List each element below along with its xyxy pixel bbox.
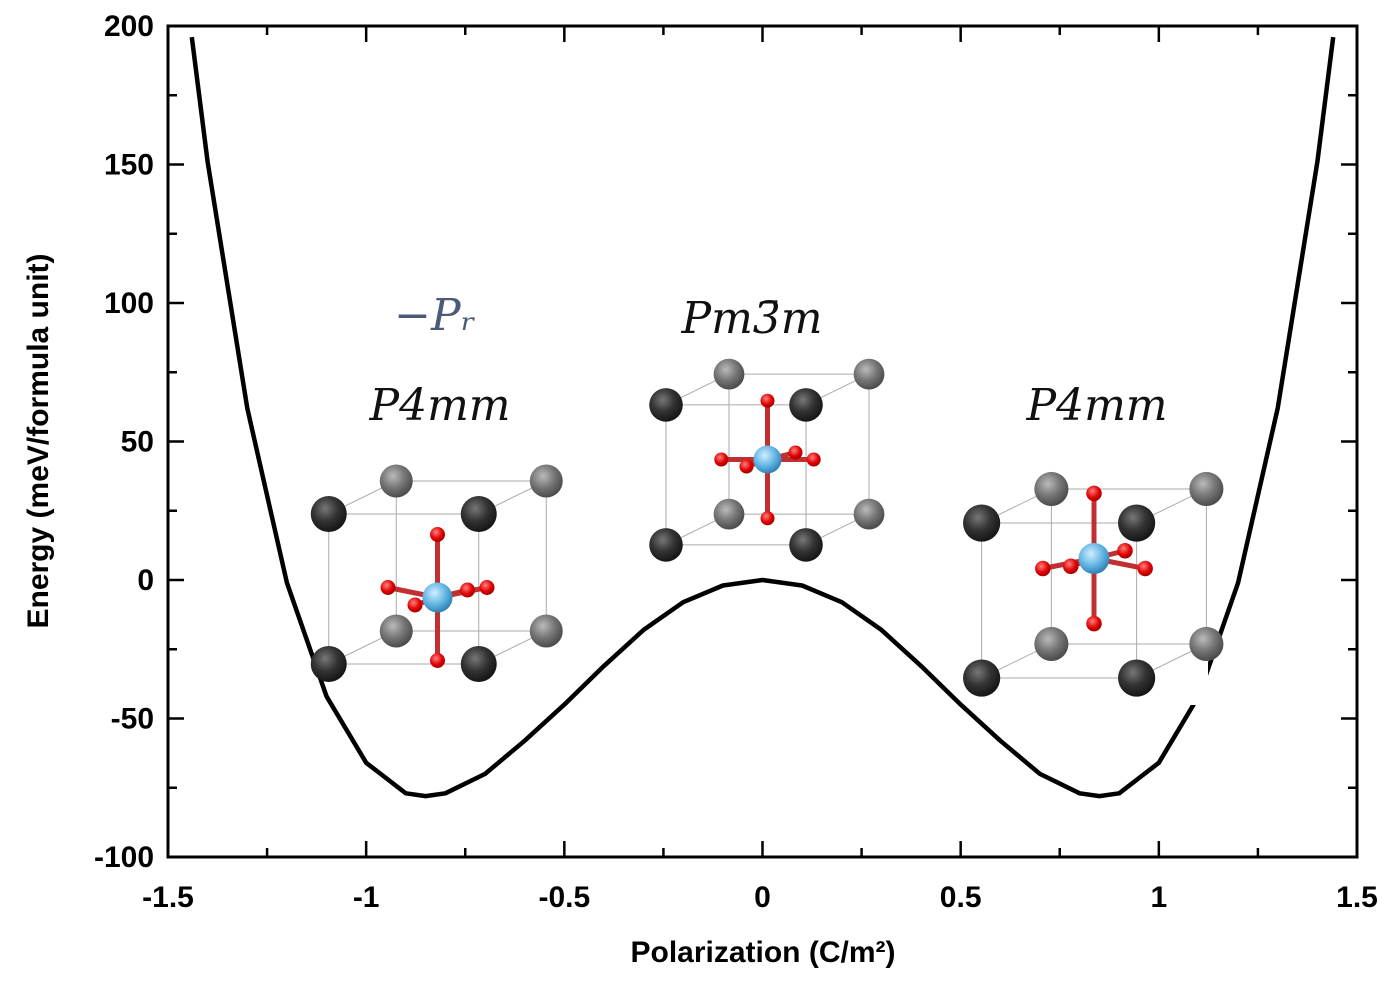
atom-o — [460, 582, 475, 598]
annotation: P4mm — [1025, 380, 1167, 431]
atom-a-front — [649, 528, 683, 562]
annotation: Pm3̄m — [680, 293, 822, 344]
atom-o — [806, 452, 821, 467]
atom-o — [1137, 560, 1153, 577]
atom-o — [1117, 543, 1133, 559]
crystal-structure — [963, 471, 1224, 697]
atom-o — [739, 459, 754, 474]
annotation: −Pᵣ — [394, 290, 476, 341]
atom-a-back — [1034, 471, 1069, 507]
atom-a-front — [963, 504, 1001, 542]
atom-o — [1086, 615, 1102, 632]
atom-a-back — [713, 358, 745, 390]
atom-a-back — [1034, 626, 1069, 661]
crystal-structure — [310, 464, 563, 682]
y-axis-label: Energy (meV/formula unit) — [22, 253, 55, 628]
atom-a-back — [379, 464, 413, 498]
y-tick-label: 150 — [104, 148, 154, 181]
y-tick-label: -100 — [94, 841, 154, 874]
atom-o — [430, 527, 445, 542]
atom-o — [407, 597, 423, 613]
atom-a-front — [1118, 504, 1156, 542]
atom-o — [788, 445, 803, 460]
atom-a-back — [1189, 471, 1224, 507]
insets — [310, 358, 1224, 705]
atom-b — [422, 582, 453, 613]
atom-a-front — [460, 496, 497, 532]
atom-o — [1063, 558, 1079, 574]
crystal-structure — [649, 358, 885, 562]
y-tick-label: -50 — [111, 702, 154, 735]
atom-a-front — [789, 528, 823, 562]
atom-a-back — [529, 464, 563, 498]
x-axis-label: Polarization (C/m²) — [630, 936, 895, 969]
atom-o — [380, 580, 396, 595]
y-tick-label: 50 — [121, 425, 154, 458]
atom-b — [1078, 543, 1110, 574]
atom-o — [760, 511, 775, 526]
y-tick-label: 0 — [137, 564, 154, 597]
x-tick-label: -1.5 — [142, 881, 194, 914]
x-tick-label: 0 — [754, 881, 771, 914]
atom-a-back — [379, 614, 413, 648]
atom-a-back — [853, 498, 885, 530]
atom-a-front — [310, 496, 347, 532]
atom-a-front — [1118, 659, 1156, 697]
atom-o — [1035, 560, 1051, 577]
atom-a-front — [310, 646, 347, 682]
atom-o — [479, 580, 495, 595]
x-tick-label: 0.5 — [940, 881, 982, 914]
atom-a-front — [460, 646, 497, 682]
atom-a-back — [853, 358, 885, 390]
x-tick-label: -1 — [353, 881, 380, 914]
atom-a-back — [1189, 626, 1224, 661]
atom-a-front — [963, 659, 1001, 697]
x-tick-label: 1.5 — [1336, 881, 1378, 914]
data-line — [189, 36, 1336, 799]
atom-o — [430, 653, 445, 668]
atom-b — [753, 445, 782, 474]
x-tick-label: 1 — [1150, 881, 1167, 914]
atom-a-back — [529, 614, 563, 648]
atom-o — [714, 452, 729, 467]
atom-a-front — [649, 388, 683, 422]
plot-area: -1.5 -1 -0.5 0 0.5 1 1.5 -100 -50 0 50 100 150 200 — [94, 10, 1378, 914]
atom-a-front — [789, 388, 823, 422]
plot-frame — [166, 24, 1359, 859]
y-tick-label: 200 — [104, 10, 154, 43]
annotation: P4mm — [368, 380, 510, 431]
atom-a-back — [713, 498, 745, 530]
atom-o — [760, 393, 775, 408]
atom-o — [1086, 485, 1102, 502]
y-tick-label: 100 — [104, 287, 154, 320]
x-tick-label: -0.5 — [538, 881, 590, 914]
